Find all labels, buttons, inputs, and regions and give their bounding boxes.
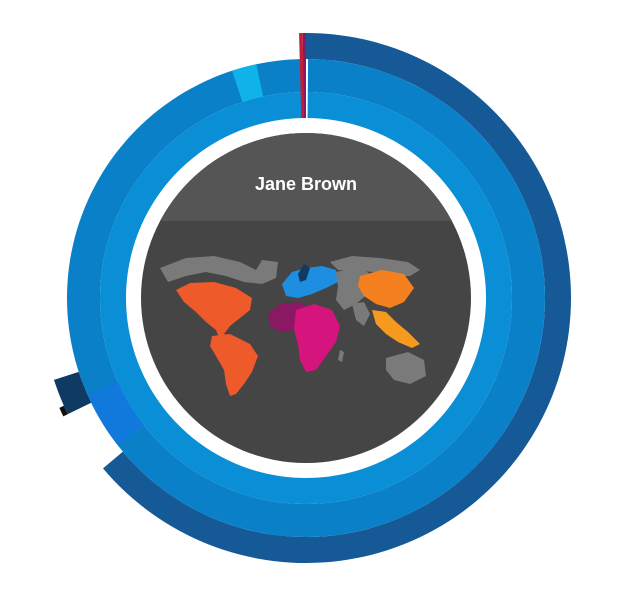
accent-bright-blue-segment [87, 381, 144, 446]
accent-dark-navy-segment [53, 371, 92, 415]
sunburst-rings [67, 33, 571, 563]
map-region-scandinavia [298, 264, 310, 282]
map-region-india [352, 302, 370, 326]
sunburst-accent-segments [53, 33, 306, 446]
person-name: Jane Brown [255, 174, 357, 194]
accent-magenta-segment [302, 33, 306, 119]
world-map-graphic [160, 256, 426, 396]
ring-outer-segment [102, 33, 571, 563]
map-region-europe [282, 266, 338, 298]
map-region-southeast-asia [372, 310, 420, 348]
accent-black-segment [59, 405, 68, 417]
map-region-arctic [160, 256, 278, 284]
map-region-east-asia [358, 270, 414, 308]
map-region-south-america [210, 334, 258, 396]
accent-cyan-segment [232, 64, 264, 103]
map-region-africa [294, 304, 340, 372]
center-panel: Jane Brown [141, 133, 471, 463]
map-region-north-america [176, 282, 252, 334]
accent-red-segment [299, 33, 304, 119]
map-region-australia [386, 352, 426, 384]
map-region-madagascar [338, 350, 344, 362]
map-region-russia [330, 256, 420, 276]
